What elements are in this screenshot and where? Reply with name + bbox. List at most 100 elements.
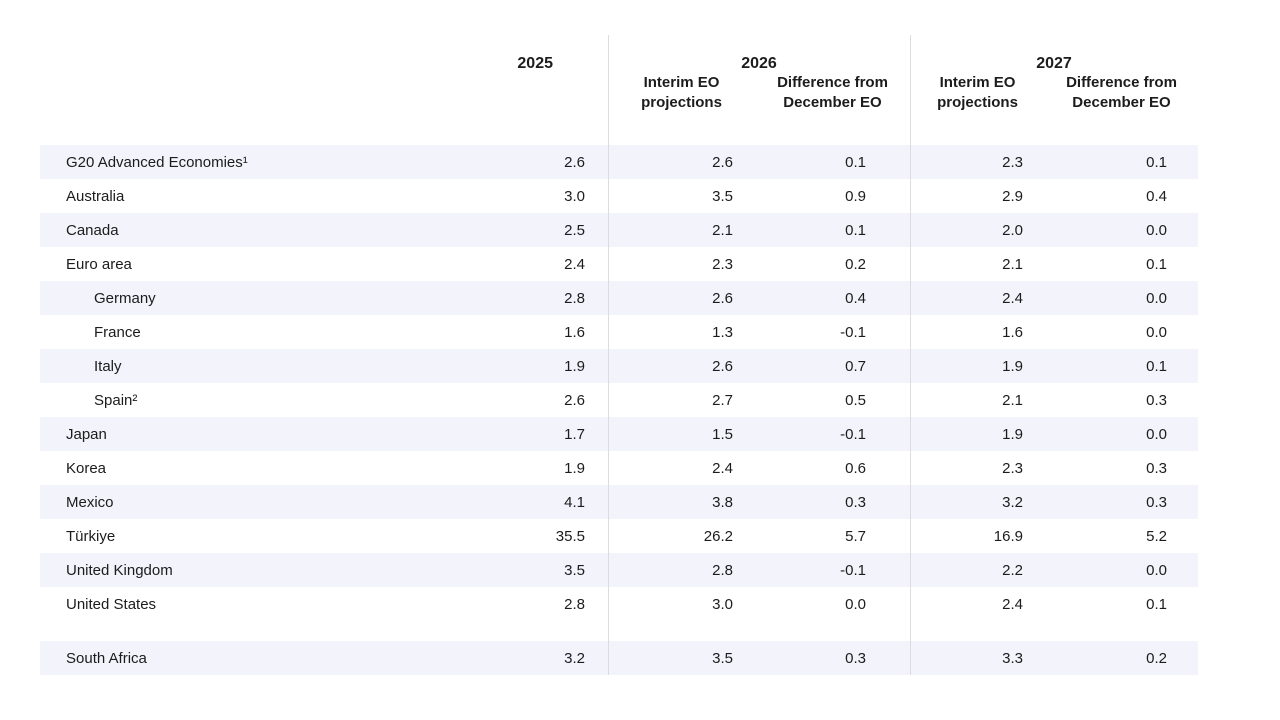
cell-2025: 1.9 [564,459,585,477]
cell-2027-interim: 1.6 [1002,323,1023,341]
year-header-2027: 2027 [1036,55,1072,72]
cell-2026-diff: 0.3 [845,649,866,667]
row-label: Euro area [66,255,132,273]
table-body: G20 Advanced Economies¹ 2.6 2.6 0.1 2.3 0.1 Au… [40,145,1198,675]
table-row: Korea 1.9 2.4 0.6 2.3 0.3 [40,451,1198,485]
cell-2026-diff: 0.1 [845,153,866,171]
cell-2026-diff: 0.6 [845,459,866,477]
row-label: Spain² [94,391,138,409]
row-label: Türkiye [66,527,116,545]
cell-2026-diff: 0.9 [845,187,866,205]
cell-2027-interim: 2.1 [1002,391,1023,409]
cell-2027-interim: 2.2 [1002,561,1023,579]
cell-2027-interim: 2.4 [1002,595,1023,613]
cell-2026-diff: -0.1 [840,561,866,579]
cell-2027-diff: 0.0 [1146,221,1167,239]
row-label: G20 Advanced Economies¹ [66,153,248,171]
cell-2027-diff: 0.0 [1146,561,1167,579]
cell-2026-interim: 2.3 [712,255,733,273]
cell-2025: 35.5 [555,527,585,545]
cell-2026-interim: 2.4 [712,459,733,477]
cell-2027-diff: 0.2 [1146,649,1167,667]
table-row: G20 Advanced Economies¹ 2.6 2.6 0.1 2.3 0.1 [40,145,1198,179]
sub-header-2026-interim: Interim EO projections [608,73,745,119]
cell-2026-diff: 0.0 [845,595,866,613]
row-label: Japan [66,425,107,443]
cell-2027-diff: 5.2 [1146,527,1167,545]
row-label: Korea [66,459,107,477]
table-row: Canada 2.5 2.1 0.1 2.0 0.0 [40,213,1198,247]
cell-2027-interim: 2.4 [1002,289,1023,307]
table-row: Türkiye 35.5 26.2 5.7 16.9 5.2 [40,519,1198,553]
cell-2025: 2.8 [564,289,585,307]
cell-2027-diff: 0.1 [1146,255,1167,273]
row-label: Mexico [66,493,114,511]
cell-2026-diff: -0.1 [840,425,866,443]
cell-2025: 2.5 [564,221,585,239]
cell-2025: 3.0 [564,187,585,205]
cell-2027-interim: 16.9 [993,527,1023,545]
table-row: United Kingdom 3.5 2.8 -0.1 2.2 0.0 [40,553,1198,587]
sub-header-label: Difference from December EO [1066,74,1177,112]
row-label: Germany [94,289,156,307]
sub-header-label: Interim EO projections [641,74,722,112]
cell-2027-interim: 2.3 [1002,459,1023,477]
cell-2026-interim: 2.6 [712,153,733,171]
cell-2027-diff: 0.1 [1146,153,1167,171]
year-header-2025: 2025 [517,55,553,72]
sub-header-spacer [430,73,608,119]
cell-2026-diff: 0.5 [845,391,866,409]
cell-2027-interim: 2.1 [1002,255,1023,273]
sub-header-2027-interim: Interim EO projections [910,73,1035,119]
cell-2026-interim: 1.5 [712,425,733,443]
header-spacer [40,119,1198,145]
cell-2027-interim: 1.9 [1002,357,1023,375]
cell-2025: 3.5 [564,561,585,579]
cell-2027-diff: 0.1 [1146,357,1167,375]
cell-2027-interim: 2.0 [1002,221,1023,239]
cell-2026-interim: 2.1 [712,221,733,239]
cell-2027-interim: 3.2 [1002,493,1023,511]
cell-2027-diff: 0.1 [1146,595,1167,613]
cell-2026-interim: 3.8 [712,493,733,511]
cell-2026-interim: 1.3 [712,323,733,341]
row-label: Australia [66,187,125,205]
cell-2025: 4.1 [564,493,585,511]
cell-2027-diff: 0.0 [1146,425,1167,443]
table-row: United States 2.8 3.0 0.0 2.4 0.1 [40,587,1198,621]
table-row: Mexico 4.1 3.8 0.3 3.2 0.3 [40,485,1198,519]
sub-header-label: Interim EO projections [937,74,1018,112]
projections-table: 2025 2026 2027 Interim EO projections Di… [40,35,1198,675]
row-label: France [94,323,141,341]
cell-2026-interim: 3.0 [712,595,733,613]
cell-2026-interim: 26.2 [703,527,733,545]
year-header-row: 2025 2026 2027 [40,35,1198,73]
table-row: France 1.6 1.3 -0.1 1.6 0.0 [40,315,1198,349]
table-row: South Africa 3.2 3.5 0.3 3.3 0.2 [40,641,1198,675]
cell-2027-interim: 3.3 [1002,649,1023,667]
cell-2025: 2.4 [564,255,585,273]
cell-2026-diff: 0.4 [845,289,866,307]
table-row: Euro area 2.4 2.3 0.2 2.1 0.1 [40,247,1198,281]
cell-2025: 3.2 [564,649,585,667]
cell-2027-diff: 0.4 [1146,187,1167,205]
cell-2027-diff: 0.3 [1146,459,1167,477]
table-row: Spain² 2.6 2.7 0.5 2.1 0.3 [40,383,1198,417]
sub-header-spacer [40,73,430,119]
sub-header-row: Interim EO projections Difference from D… [40,73,1198,119]
cell-2027-diff: 0.0 [1146,289,1167,307]
table-row: Japan 1.7 1.5 -0.1 1.9 0.0 [40,417,1198,451]
cell-2026-interim: 3.5 [712,649,733,667]
cell-2026-diff: -0.1 [840,323,866,341]
cell-2027-interim: 2.9 [1002,187,1023,205]
cell-2026-diff: 0.3 [845,493,866,511]
cell-2025: 2.6 [564,391,585,409]
cell-2025: 1.9 [564,357,585,375]
cell-2027-diff: 0.3 [1146,391,1167,409]
sub-header-label: Difference from December EO [777,74,888,112]
cell-2026-interim: 2.6 [712,289,733,307]
cell-2026-diff: 5.7 [845,527,866,545]
cell-2026-interim: 2.8 [712,561,733,579]
row-label: United States [66,595,157,613]
cell-2027-diff: 0.0 [1146,323,1167,341]
